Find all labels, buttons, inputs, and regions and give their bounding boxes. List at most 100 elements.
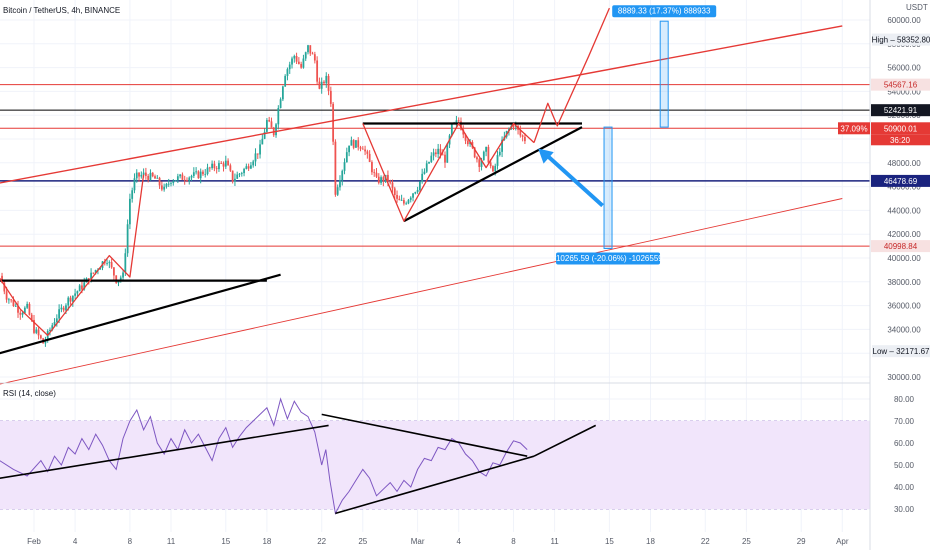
- candle-body: [158, 177, 161, 186]
- time-axis[interactable]: Feb 4 8 11 15 18 22 25 Mar 4 8 11 15 18 22 25 29 Apr: [27, 537, 849, 546]
- rsi-line: [0, 397, 528, 515]
- candle-body: [58, 309, 61, 319]
- measure-down-label: -10265.59 (-20.06%) -1026559: [553, 254, 663, 263]
- price-axis[interactable]: 60000.0058000.0056000.0054000.0052000.00…: [887, 16, 921, 382]
- candle-body: [430, 155, 433, 162]
- drawings[interactable]: [0, 7, 843, 385]
- triangle-zigzag-path[interactable]: [362, 122, 535, 222]
- candle-body: [188, 177, 191, 181]
- candle-body: [204, 173, 207, 175]
- price-tick-label: 34000.00: [887, 325, 921, 334]
- rsi-trendline[interactable]: [335, 455, 535, 515]
- candle-body: [190, 175, 193, 178]
- candle-body: [213, 163, 216, 169]
- candle-body: [215, 168, 218, 170]
- channel-upper-line[interactable]: [0, 25, 843, 184]
- candle-body: [373, 172, 376, 174]
- candle-body: [140, 174, 143, 177]
- measure-down[interactable]: [603, 126, 613, 249]
- candle-body: [423, 171, 426, 174]
- candle-body: [393, 188, 396, 195]
- candle-body: [444, 154, 446, 163]
- blue-arrow-shaft: [546, 155, 604, 208]
- candle-body: [466, 140, 469, 145]
- candle-body: [49, 329, 51, 331]
- candle-body: [122, 272, 124, 278]
- measure-tools[interactable]: 8889.33 (17.37%) 888933 -10265.59 (-20.06…: [553, 5, 717, 265]
- candle-body: [409, 197, 412, 200]
- rsi-plot: [0, 397, 597, 515]
- candle-body: [416, 189, 419, 193]
- candle-body: [270, 121, 273, 128]
- candle-body: [181, 174, 184, 180]
- time-tick-label: 15: [605, 537, 614, 546]
- candle-body: [149, 172, 152, 180]
- level-price-tag-bg: [871, 240, 930, 253]
- candle-body: [119, 277, 122, 280]
- candle-body: [74, 293, 76, 296]
- triangle-support-line[interactable]: [403, 126, 583, 223]
- rsi-axis[interactable]: 80.00 70.00 60.00 50.00 40.00 30.00: [894, 395, 915, 514]
- time-tick-label: 22: [701, 537, 710, 546]
- candle-body: [243, 168, 245, 174]
- level-price-tag: 54567.16: [884, 81, 918, 90]
- candle-body: [99, 267, 102, 270]
- candle-body: [345, 152, 348, 163]
- candle-body: [489, 162, 492, 167]
- level-price-tag-bg: [871, 78, 930, 91]
- currency-label: USDT: [906, 3, 928, 12]
- time-tick-label: 11: [167, 537, 176, 546]
- candle-body: [12, 299, 15, 307]
- rsi-tick-label: 70.00: [894, 417, 915, 426]
- rsi-tick-label: 40.00: [894, 483, 915, 492]
- rsi-tick-label: 30.00: [894, 505, 915, 514]
- candle-body: [35, 329, 38, 333]
- countdown-bg: [871, 134, 930, 146]
- candle-body: [364, 149, 366, 152]
- price-tick-label: 30000.00: [887, 373, 921, 382]
- candle-body: [266, 120, 268, 132]
- candle-body: [3, 282, 6, 292]
- candle-body: [288, 64, 291, 70]
- measure-up[interactable]: [659, 20, 669, 128]
- candle-body: [329, 90, 332, 104]
- candle-body: [434, 152, 437, 155]
- low-tag-bg: [872, 345, 930, 358]
- candle-body: [476, 157, 478, 160]
- price-levels[interactable]: [0, 84, 870, 247]
- candle-body: [23, 307, 26, 313]
- projection-path[interactable]: [533, 7, 610, 143]
- rsi-trendline[interactable]: [0, 424, 329, 479]
- feb-support-trendline[interactable]: [0, 273, 281, 355]
- high-tag: High – 58352.80: [872, 36, 931, 45]
- candle-body: [361, 148, 364, 150]
- candle-body: [110, 262, 113, 268]
- candle-body: [192, 172, 195, 176]
- candle-body: [418, 181, 421, 190]
- time-tick-label: 8: [128, 537, 133, 546]
- rsi-trendline[interactable]: [321, 413, 528, 457]
- rsi-trendline[interactable]: [533, 424, 597, 457]
- candle-body: [387, 174, 389, 181]
- candle-body: [224, 160, 227, 167]
- candle-body: [195, 171, 198, 173]
- candle-body: [366, 151, 369, 154]
- candle-body: [254, 153, 257, 162]
- candle-body: [83, 282, 86, 290]
- candle-body: [39, 335, 42, 339]
- level-price-tag: 46478.69: [884, 177, 918, 186]
- measure-down-label-box: [556, 252, 661, 265]
- candle-body: [524, 136, 526, 142]
- candle-body: [227, 160, 229, 166]
- candle-body: [106, 263, 108, 264]
- candle-body: [496, 155, 499, 166]
- time-tick-label: Apr: [836, 537, 849, 546]
- candle-body: [391, 182, 394, 189]
- candle-body: [28, 303, 31, 315]
- channel-lower-line[interactable]: [0, 198, 843, 385]
- candle-body: [160, 185, 163, 190]
- candle-body: [247, 166, 250, 169]
- candle-body: [316, 60, 319, 82]
- feb-zigzag-path[interactable]: [0, 174, 145, 337]
